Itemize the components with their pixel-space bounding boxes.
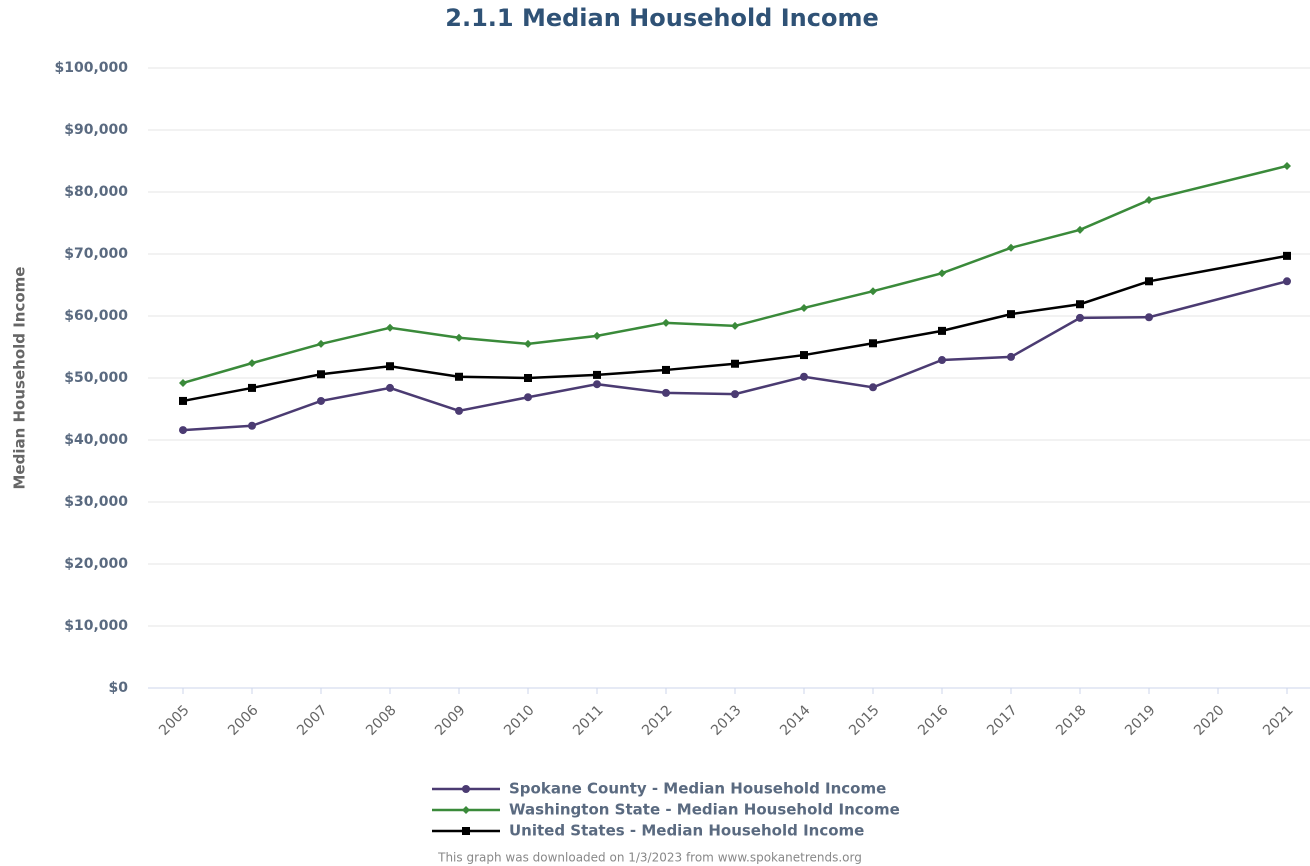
x-tick-label: 2019 <box>1122 702 1159 739</box>
legend-label: Washington State - Median Household Inco… <box>509 801 900 819</box>
data-point <box>386 383 394 392</box>
data-point <box>1283 277 1291 286</box>
x-tick-label: 2007 <box>294 702 331 739</box>
x-tick-label: 2011 <box>570 702 607 739</box>
data-point <box>593 370 601 379</box>
data-point <box>938 356 946 365</box>
data-point <box>179 396 187 405</box>
y-tick-label: $80,000 <box>64 184 128 200</box>
data-point <box>455 333 463 342</box>
data-point <box>662 365 670 374</box>
data-point <box>938 326 946 335</box>
x-tick-label: 2009 <box>432 702 469 739</box>
legend-marker <box>462 827 470 835</box>
legend-marker <box>462 806 470 814</box>
x-tick-label: 2012 <box>639 702 676 739</box>
data-point <box>524 393 532 402</box>
legend-label: Spokane County - Median Household Income <box>509 780 886 798</box>
chart-title: 2.1.1 Median Household Income <box>445 4 878 32</box>
series-line <box>182 164 1288 385</box>
y-tick-label: $10,000 <box>64 618 128 634</box>
x-tick-label: 2018 <box>1053 702 1090 739</box>
data-point <box>869 339 877 348</box>
y-tick-label: $30,000 <box>64 494 128 510</box>
x-tick-label: 2013 <box>708 702 745 739</box>
data-point <box>1076 225 1084 234</box>
series-line <box>182 280 1288 432</box>
data-point <box>800 303 808 312</box>
data-point <box>317 370 325 379</box>
x-tick-label: 2008 <box>363 702 400 739</box>
data-point <box>317 396 325 405</box>
data-point <box>179 426 187 435</box>
legend-label: United States - Median Household Income <box>509 822 864 840</box>
data-point <box>248 421 256 430</box>
data-point <box>524 339 532 348</box>
data-point <box>1007 243 1015 252</box>
x-tick-label: 2006 <box>225 702 262 739</box>
data-point <box>1145 196 1153 205</box>
x-tick-label: 2010 <box>501 702 538 739</box>
legend-marker <box>462 785 470 793</box>
data-point <box>1145 313 1153 322</box>
y-tick-label: $50,000 <box>64 370 128 386</box>
series-line <box>182 254 1288 403</box>
data-point <box>455 372 463 381</box>
data-point <box>869 287 877 296</box>
data-point <box>1283 161 1291 170</box>
y-tick-label: $20,000 <box>64 556 128 572</box>
data-point <box>593 380 601 389</box>
x-tick-label: 2014 <box>777 702 814 739</box>
data-point <box>593 331 601 340</box>
data-point <box>248 383 256 392</box>
data-point <box>800 351 808 360</box>
x-tick-label: 2015 <box>846 702 883 739</box>
data-point <box>386 362 394 371</box>
data-point <box>1283 251 1291 260</box>
data-point <box>179 378 187 387</box>
x-tick-label: 2017 <box>984 702 1021 739</box>
y-axis-label: Median Household Income <box>11 267 29 490</box>
data-point <box>731 359 739 368</box>
x-tick-label: 2005 <box>156 702 193 739</box>
data-point <box>662 318 670 327</box>
data-point <box>731 321 739 330</box>
data-point <box>662 388 670 397</box>
x-tick-label: 2021 <box>1260 702 1297 739</box>
data-point <box>1007 352 1015 361</box>
y-tick-label: $100,000 <box>54 60 128 76</box>
y-tick-label: $70,000 <box>64 246 128 262</box>
y-tick-label: $40,000 <box>64 432 128 448</box>
x-tick-label: 2016 <box>915 702 952 739</box>
data-point <box>938 269 946 278</box>
data-point <box>455 406 463 415</box>
data-point <box>317 339 325 348</box>
data-point <box>1145 277 1153 286</box>
data-point <box>731 390 739 399</box>
y-tick-label: $0 <box>109 680 129 696</box>
y-tick-label: $90,000 <box>64 122 128 138</box>
data-point <box>800 372 808 381</box>
data-point <box>386 323 394 332</box>
data-point <box>1076 300 1084 309</box>
x-tick-label: 2020 <box>1191 702 1228 739</box>
data-point <box>869 383 877 392</box>
y-tick-label: $60,000 <box>64 308 128 324</box>
footnote: This graph was downloaded on 1/3/2023 fr… <box>437 851 862 865</box>
data-point <box>524 374 532 382</box>
data-point <box>1076 313 1084 322</box>
data-point <box>248 359 256 368</box>
data-point <box>1007 310 1015 319</box>
